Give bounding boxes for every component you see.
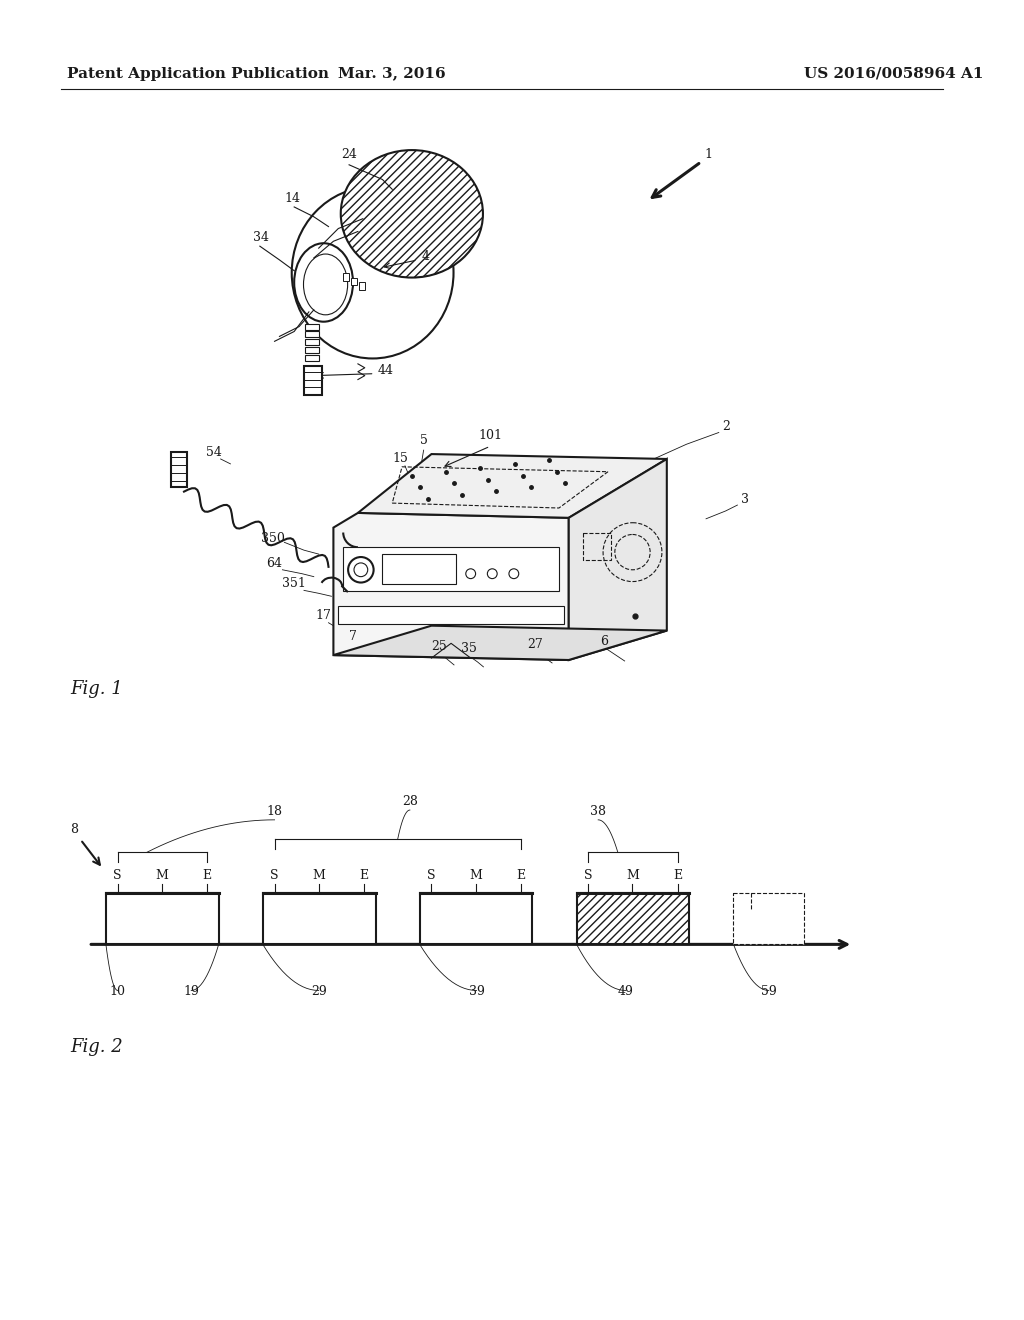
- Ellipse shape: [292, 187, 454, 359]
- Bar: [382, 554, 456, 583]
- Text: 34: 34: [253, 231, 269, 244]
- Text: 101: 101: [478, 429, 503, 442]
- Text: 350: 350: [261, 532, 285, 545]
- Bar: [358, 282, 365, 290]
- Bar: [584, 532, 611, 560]
- Circle shape: [487, 569, 498, 578]
- Text: 25: 25: [431, 640, 447, 653]
- Text: 2: 2: [722, 420, 729, 433]
- Text: 39: 39: [469, 985, 484, 998]
- Text: 18: 18: [266, 805, 283, 818]
- Polygon shape: [568, 459, 667, 660]
- Bar: [304, 366, 322, 395]
- Text: S: S: [270, 870, 279, 882]
- Text: Patent Application Publication: Patent Application Publication: [67, 66, 329, 81]
- Bar: [343, 273, 349, 281]
- Circle shape: [509, 569, 519, 578]
- Bar: [305, 347, 318, 352]
- Text: M: M: [312, 870, 326, 882]
- Text: Mar. 3, 2016: Mar. 3, 2016: [338, 66, 446, 81]
- Circle shape: [466, 569, 475, 578]
- Text: 15: 15: [392, 451, 408, 465]
- Text: 24: 24: [341, 148, 357, 161]
- Text: 3: 3: [741, 494, 750, 506]
- Text: 14: 14: [285, 191, 300, 205]
- Bar: [305, 331, 318, 338]
- Text: M: M: [626, 870, 639, 882]
- Bar: [305, 355, 318, 360]
- Text: 64: 64: [266, 557, 283, 570]
- Text: S: S: [584, 870, 593, 882]
- Text: 5: 5: [420, 434, 428, 447]
- Text: 4: 4: [422, 249, 430, 263]
- Polygon shape: [334, 626, 667, 660]
- Ellipse shape: [294, 243, 353, 322]
- Bar: [343, 548, 559, 591]
- Text: 49: 49: [617, 985, 634, 998]
- Bar: [263, 894, 376, 944]
- Bar: [105, 894, 219, 944]
- Text: S: S: [427, 870, 436, 882]
- Bar: [305, 323, 318, 330]
- Bar: [338, 606, 564, 624]
- Text: M: M: [469, 870, 482, 882]
- Text: S: S: [114, 870, 122, 882]
- Bar: [171, 453, 187, 487]
- Polygon shape: [358, 454, 667, 517]
- Text: 29: 29: [311, 985, 327, 998]
- Text: US 2016/0058964 A1: US 2016/0058964 A1: [804, 66, 984, 81]
- Text: E: E: [516, 870, 525, 882]
- Text: 19: 19: [183, 985, 199, 998]
- Text: 8: 8: [71, 822, 79, 836]
- Bar: [733, 894, 804, 944]
- Polygon shape: [334, 513, 568, 660]
- Text: E: E: [673, 870, 682, 882]
- Text: 6: 6: [600, 635, 608, 648]
- Text: 28: 28: [402, 795, 418, 808]
- Text: 10: 10: [110, 985, 126, 998]
- Text: Fig. 1: Fig. 1: [71, 680, 123, 698]
- Bar: [305, 339, 318, 346]
- Text: 38: 38: [590, 805, 606, 818]
- Text: 17: 17: [315, 609, 332, 622]
- Text: M: M: [156, 870, 168, 882]
- Text: 59: 59: [761, 985, 776, 998]
- Text: E: E: [359, 870, 369, 882]
- Bar: [420, 894, 532, 944]
- Text: 54: 54: [206, 446, 222, 459]
- Bar: [577, 894, 689, 944]
- Text: 7: 7: [349, 631, 357, 643]
- Text: 351: 351: [283, 577, 306, 590]
- Text: 27: 27: [527, 639, 544, 651]
- Text: 1: 1: [705, 148, 712, 161]
- Circle shape: [348, 557, 374, 582]
- Bar: [351, 277, 357, 285]
- Text: 35: 35: [461, 642, 476, 655]
- Text: E: E: [203, 870, 212, 882]
- Text: Fig. 2: Fig. 2: [71, 1039, 123, 1056]
- Text: 44: 44: [378, 364, 393, 376]
- Ellipse shape: [341, 150, 483, 277]
